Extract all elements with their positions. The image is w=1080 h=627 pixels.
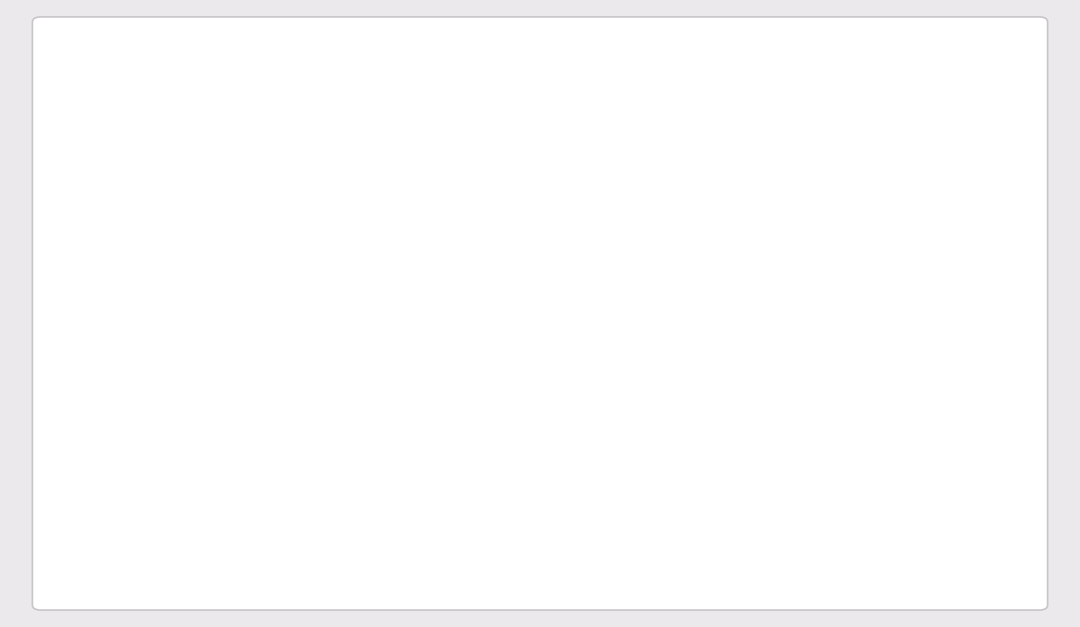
Text: m, the number of donor atoms per m³ is 3x10¹⁹.: m, the number of donor atoms per m³ is 3… — [92, 110, 545, 129]
Text: Calculate the mobility of electrons [cm²/V.sec.] of n-type material having resis: Calculate the mobility of electrons [cm²… — [92, 68, 958, 87]
Text: 420: 420 — [148, 478, 206, 507]
Text: 240: 240 — [148, 196, 206, 224]
Text: 2400: 2400 — [148, 293, 226, 322]
Text: 2.4: 2.4 — [148, 386, 197, 414]
